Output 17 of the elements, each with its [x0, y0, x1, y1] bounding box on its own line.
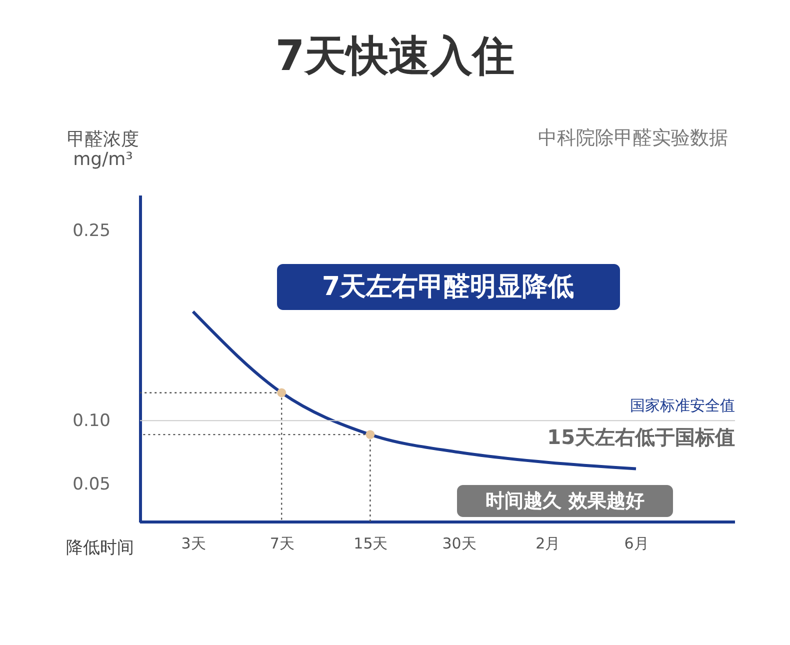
x-tick-label: 7天 — [270, 534, 294, 552]
y-axis-title: 甲醛浓度 mg/m³ — [67, 129, 139, 170]
x-tick-label: 30天 — [442, 534, 476, 552]
y-tick-label: 0.05 — [72, 474, 110, 494]
y-tick-label: 0.10 — [72, 411, 110, 432]
ref-line-label: 国家标准安全值 — [630, 396, 735, 415]
x-tick-label: 3天 — [181, 534, 206, 552]
chart-title: 7天快速入住 — [275, 31, 515, 80]
x-tick-label: 15天 — [354, 534, 388, 552]
annotation: 15天左右低于国标值 — [547, 425, 735, 449]
annotation: 时间越久 效果越好 — [486, 490, 644, 512]
x-tick-label: 6月 — [624, 534, 649, 552]
annotation: 7天左右甲醛明显降低 — [322, 272, 574, 302]
x-tick-label: 2月 — [536, 534, 560, 552]
chart-subtitle: 中科院除甲醛实验数据 — [538, 127, 728, 149]
y-tick-label: 0.25 — [72, 220, 110, 241]
x-axis-title: 降低时间 — [66, 538, 134, 558]
